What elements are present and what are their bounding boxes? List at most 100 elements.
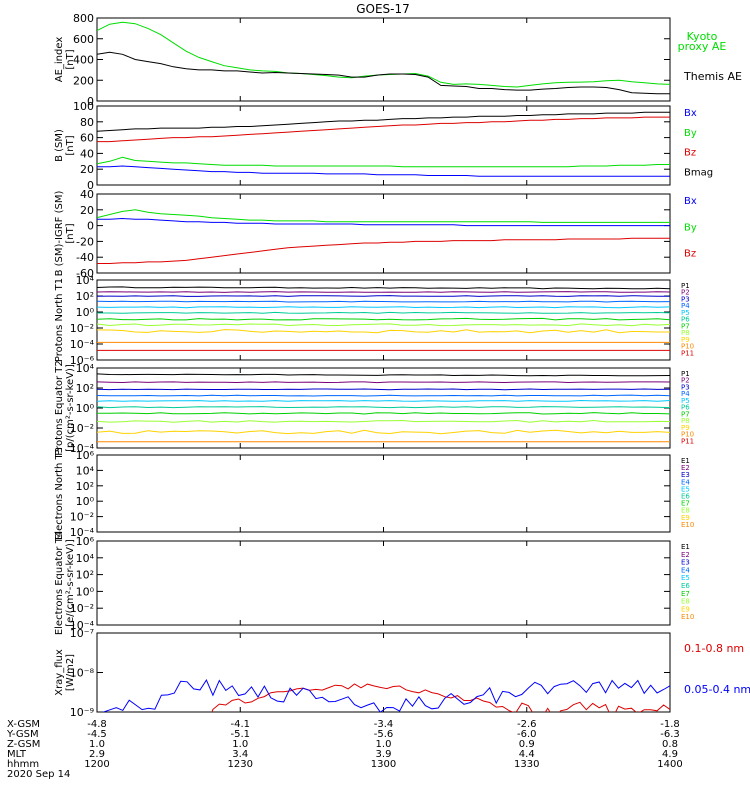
- x-row-value: 0.9: [519, 739, 535, 750]
- channel-line-e4: [97, 565, 670, 566]
- channel-line-e5: [97, 572, 670, 573]
- y-tick-label: 10²: [76, 569, 94, 582]
- channel-line-p5: [97, 399, 670, 402]
- legend-p1: P1: [681, 370, 690, 378]
- legend-e7: E7: [681, 500, 690, 508]
- y-tick-label: 10⁴: [76, 362, 95, 375]
- legend-p6: P6: [681, 316, 690, 324]
- y-tick-label: 20: [80, 163, 94, 176]
- x-row-label: Y-GSM: [6, 729, 39, 740]
- x-row-value: 0.8: [662, 739, 678, 750]
- legend-e8: E8: [681, 507, 690, 515]
- series-line-bx: [97, 165, 670, 177]
- series-line-by: [97, 156, 670, 168]
- y-tick-label: 10⁻⁹: [70, 706, 94, 719]
- legend-p3: P3: [681, 383, 690, 391]
- x-row-value: 2.9: [89, 749, 105, 760]
- y-tick-label: 10⁻²: [70, 602, 94, 615]
- y-tick-label: 10⁻⁴: [70, 442, 95, 455]
- legend-e8: E8: [681, 598, 690, 606]
- x-row-value: -2.6: [517, 719, 537, 730]
- legend-e6: E6: [681, 582, 690, 590]
- legend-proxy-ae: proxy AE: [678, 40, 727, 53]
- legend-bx: Bx: [684, 196, 697, 207]
- series-line-bz: [97, 116, 670, 143]
- x-row-value: -5.6: [374, 729, 394, 740]
- y-tick-label: 0: [87, 95, 94, 108]
- y-tick-label: 400: [73, 54, 94, 67]
- legend-p3: P3: [681, 295, 690, 303]
- x-row-value: 1400: [657, 759, 682, 770]
- x-row-value: 1.0: [376, 739, 392, 750]
- legend-e5: E5: [681, 485, 690, 493]
- channel-line-e3: [97, 472, 670, 473]
- panel-frame: [96, 193, 671, 274]
- plot-area: [97, 286, 670, 351]
- plot-area: [97, 373, 670, 443]
- channel-line-p8: [97, 419, 670, 423]
- x-row-value: 1330: [514, 759, 539, 770]
- legend-p6: P6: [681, 404, 690, 412]
- y-axis-unit: [e/(cm²-s-sr-keV)]: [65, 539, 76, 627]
- channel-line-e2: [97, 551, 670, 552]
- y-tick-label: 10⁻²: [70, 322, 94, 335]
- channel-line-e9: [97, 598, 670, 603]
- legend-0-05-0-4-nm: 0.05-0.4 nm: [684, 683, 750, 696]
- y-axis-label: B (SM): [54, 129, 65, 162]
- panel-frame: [96, 540, 671, 626]
- y-tick-label: 100: [73, 100, 94, 113]
- channel-line-p9: [97, 429, 670, 435]
- y-tick-label: 600: [73, 33, 94, 46]
- y-tick-label: -60: [76, 267, 94, 280]
- series-line-bmag: [97, 111, 670, 132]
- channel-line-e8: [97, 592, 670, 593]
- x-row-value: 4.9: [662, 749, 678, 760]
- channel-line-e6: [97, 491, 670, 492]
- legend-e4: E4: [681, 566, 690, 574]
- panel-frame: [96, 17, 671, 102]
- series-line-bx: [97, 217, 670, 227]
- plot-area: [97, 209, 670, 264]
- x-row-value: -1.8: [660, 719, 680, 730]
- channel-line-p3: [97, 388, 670, 391]
- legend-p2: P2: [681, 377, 690, 385]
- y-tick-label: 40: [80, 188, 94, 201]
- plot-area: [102, 679, 670, 712]
- legend-p10: P10: [681, 343, 694, 351]
- legend-p1: P1: [681, 282, 690, 290]
- x-row-value: 1.0: [232, 739, 248, 750]
- legend-bz: Bz: [684, 148, 696, 159]
- y-tick-label: 60: [80, 132, 94, 145]
- x-row-value: 1.0: [89, 739, 105, 750]
- legend-e3: E3: [681, 471, 690, 479]
- channel-line-e9: [186, 508, 670, 512]
- channel-line-p4: [97, 300, 670, 303]
- x-row-label: hhmm: [7, 759, 39, 770]
- x-row-label: X-GSM: [7, 719, 40, 730]
- x-row-value: -6.0: [517, 729, 537, 740]
- legend-by: By: [684, 128, 697, 139]
- legend-p4: P4: [681, 302, 690, 310]
- channel-line-p9: [97, 329, 670, 334]
- figure-title: GOES-17: [356, 2, 410, 16]
- series-line-bz: [97, 237, 670, 264]
- channel-line-p2: [97, 381, 670, 384]
- legend-p5: P5: [681, 397, 690, 405]
- legend-p7: P7: [681, 410, 690, 418]
- y-tick-label: 10⁶: [76, 449, 95, 462]
- panel-2: 0 20 40 60 80 100 B (SM) [nT] Bx By Bz Bmag: [54, 100, 713, 192]
- legend-e3: E3: [681, 559, 690, 567]
- legend-p11: P11: [681, 437, 694, 445]
- y-axis-unit: [nT]: [65, 223, 76, 243]
- legend-p11: P11: [681, 349, 694, 357]
- plot-area: [97, 111, 670, 177]
- channel-line-e3: [97, 558, 670, 559]
- legend-e2: E2: [681, 464, 690, 472]
- y-axis-label: Protons North T1: [54, 278, 65, 362]
- panel-frame: [96, 105, 671, 186]
- legend-bmag: Bmag: [684, 167, 713, 178]
- y-axis-label: Protons Equator T2: [54, 360, 65, 456]
- series-line-by: [97, 209, 670, 223]
- plot-area: [97, 544, 670, 606]
